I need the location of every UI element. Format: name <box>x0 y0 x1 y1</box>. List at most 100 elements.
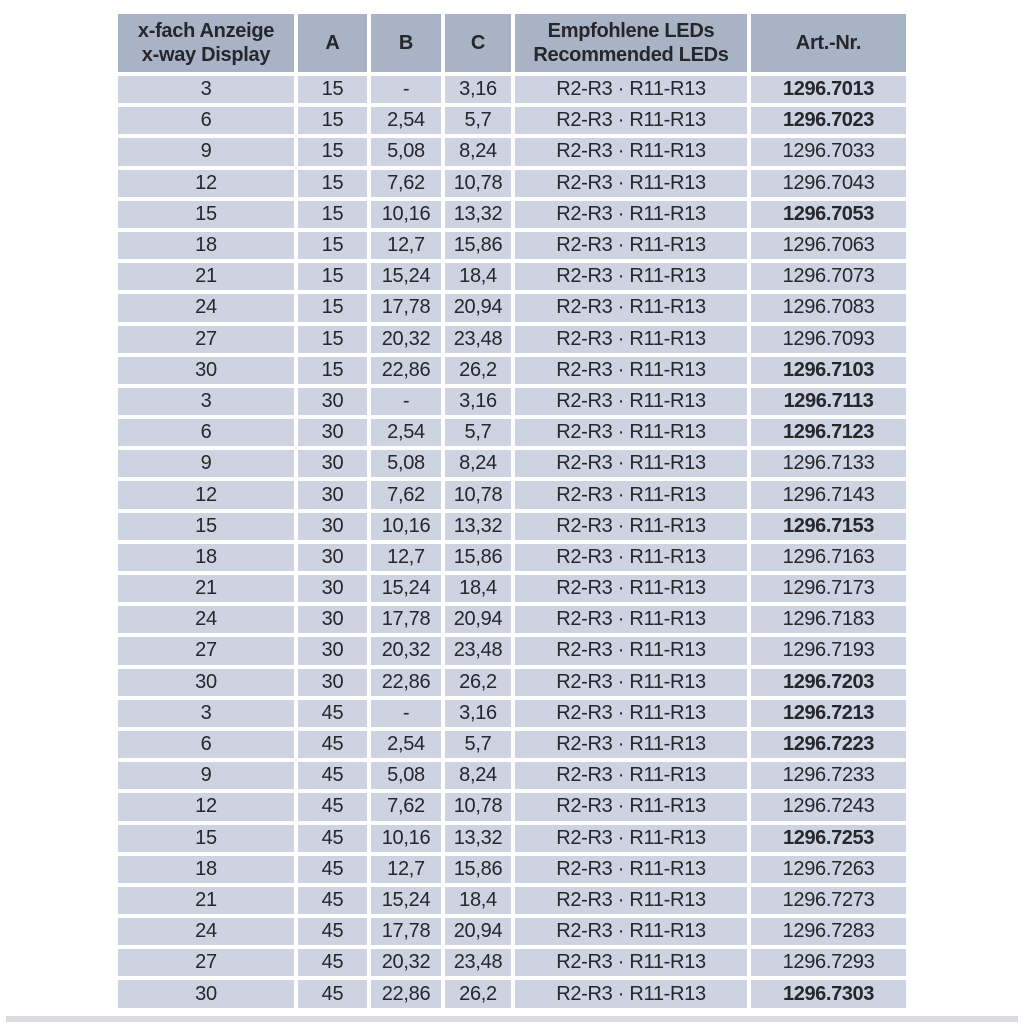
cell-c: 8,24 <box>445 762 515 794</box>
cell-b: 20,32 <box>371 949 445 981</box>
table-row: 15 15 10,16 13,32 R2-R3 · R11-R13 1296.7053 <box>118 200 906 232</box>
table-row: 3 15-3,16 R2-R3 · R11-R13 1296.7013 <box>118 76 906 108</box>
cell-display: 24 <box>118 918 298 950</box>
table-row: 30 15 22,86 26,2 R2-R3 · R11-R13 1296.7103 <box>118 356 906 388</box>
cell-a: 30 <box>298 387 371 420</box>
cell-artnr: 1296.7263 <box>751 855 906 887</box>
cell-artnr: 1296.7063 <box>751 231 906 264</box>
cell-c: 23,48 <box>445 325 515 357</box>
cell-a: 15 <box>298 356 371 388</box>
cell-display: 3 <box>118 76 298 108</box>
cell-display: 9 <box>118 450 298 482</box>
cell-b: 15,24 <box>371 575 445 607</box>
cell-artnr: 1296.7303 <box>751 980 906 1012</box>
cell-leds: R2-R3 · R11-R13 <box>515 980 751 1012</box>
cell-a: 30 <box>298 543 371 575</box>
header-leds-column: Empfohlene LEDs Recommended LEDs <box>515 14 751 76</box>
cell-b: 12,7 <box>371 231 445 264</box>
table-row: 27 45 20,32 23,48 R2-R3 · R11-R13 1296.7293 <box>118 949 906 981</box>
cell-a: 15 <box>298 107 371 139</box>
cell-display: 9 <box>118 138 298 170</box>
cell-artnr: 1296.7163 <box>751 543 906 575</box>
table-row: 18 15 12,7 15,86 R2-R3 · R11-R13 1296.7063 <box>118 231 906 264</box>
cell-b: 20,32 <box>371 325 445 357</box>
cell-artnr: 1296.7033 <box>751 138 906 170</box>
header-row: x-fach Anzeige x-way Display A B C Empfo… <box>118 14 906 76</box>
cell-leds: R2-R3 · R11-R13 <box>515 76 751 108</box>
table-row: 6 45 2,54 5,7 R2-R3 · R11-R13 1296.7223 <box>118 730 906 763</box>
cell-a: 30 <box>298 606 371 638</box>
cell-c: 20,94 <box>445 294 515 326</box>
table-row: 3 45-3,16 R2-R3 · R11-R13 1296.7213 <box>118 699 906 731</box>
cell-b: - <box>371 387 445 420</box>
cell-display: 21 <box>118 263 298 295</box>
table-row: 21 45 15,24 18,4 R2-R3 · R11-R13 1296.7273 <box>118 886 906 919</box>
cell-artnr: 1296.7013 <box>751 76 906 108</box>
table-row: 6 30 2,54 5,7 R2-R3 · R11-R13 1296.7123 <box>118 419 906 451</box>
cell-artnr: 1296.7283 <box>751 918 906 950</box>
cell-b: 22,86 <box>371 668 445 700</box>
cell-b: 22,86 <box>371 980 445 1012</box>
cell-a: 45 <box>298 762 371 794</box>
cell-a: 45 <box>298 699 371 731</box>
cell-c: 3,16 <box>445 699 515 731</box>
cell-c: 10,78 <box>445 481 515 513</box>
cell-c: 8,24 <box>445 450 515 482</box>
cell-c: 20,94 <box>445 918 515 950</box>
cell-display: 24 <box>118 606 298 638</box>
cell-b: 17,78 <box>371 606 445 638</box>
cell-leds: R2-R3 · R11-R13 <box>515 481 751 513</box>
cell-leds: R2-R3 · R11-R13 <box>515 138 751 170</box>
cell-artnr: 1296.7123 <box>751 419 906 451</box>
cell-c: 26,2 <box>445 356 515 388</box>
cell-c: 23,48 <box>445 949 515 981</box>
cell-a: 15 <box>298 200 371 232</box>
cell-b: - <box>371 76 445 108</box>
cell-leds: R2-R3 · R11-R13 <box>515 200 751 232</box>
cell-b: 15,24 <box>371 263 445 295</box>
table-row: 27 15 20,32 23,48 R2-R3 · R11-R13 1296.7093 <box>118 325 906 357</box>
cell-display: 30 <box>118 668 298 700</box>
cell-c: 15,86 <box>445 231 515 264</box>
cell-b: 20,32 <box>371 637 445 669</box>
cell-c: 26,2 <box>445 668 515 700</box>
cell-leds: R2-R3 · R11-R13 <box>515 450 751 482</box>
cell-display: 27 <box>118 949 298 981</box>
cell-leds: R2-R3 · R11-R13 <box>515 886 751 919</box>
cell-c: 15,86 <box>445 855 515 887</box>
header-display-en: x-way Display <box>141 44 271 66</box>
bottom-edge-shadow <box>6 1016 1018 1022</box>
cell-b: 10,16 <box>371 200 445 232</box>
table-row: 24 30 17,78 20,94 R2-R3 · R11-R13 1296.7183 <box>118 606 906 638</box>
cell-b: 5,08 <box>371 762 445 794</box>
cell-display: 27 <box>118 325 298 357</box>
cell-display: 6 <box>118 107 298 139</box>
cell-display: 3 <box>118 699 298 731</box>
cell-leds: R2-R3 · R11-R13 <box>515 294 751 326</box>
cell-b: 12,7 <box>371 543 445 575</box>
cell-b: 7,62 <box>371 793 445 825</box>
cell-display: 6 <box>118 730 298 763</box>
table-row: 27 30 20,32 23,48 R2-R3 · R11-R13 1296.7193 <box>118 637 906 669</box>
cell-c: 10,78 <box>445 793 515 825</box>
cell-a: 30 <box>298 575 371 607</box>
cell-artnr: 1296.7273 <box>751 886 906 919</box>
cell-artnr: 1296.7113 <box>751 387 906 420</box>
cell-leds: R2-R3 · R11-R13 <box>515 512 751 544</box>
cell-b: 10,16 <box>371 824 445 856</box>
cell-c: 10,78 <box>445 169 515 201</box>
cell-b: 7,62 <box>371 169 445 201</box>
cell-display: 21 <box>118 575 298 607</box>
cell-b: - <box>371 699 445 731</box>
cell-display: 9 <box>118 762 298 794</box>
cell-artnr: 1296.7043 <box>751 169 906 201</box>
cell-c: 26,2 <box>445 980 515 1012</box>
cell-leds: R2-R3 · R11-R13 <box>515 762 751 794</box>
cell-leds: R2-R3 · R11-R13 <box>515 793 751 825</box>
cell-display: 15 <box>118 200 298 232</box>
table-row: 9 15 5,08 8,24 R2-R3 · R11-R13 1296.7033 <box>118 138 906 170</box>
table-row: 3 30-3,16 R2-R3 · R11-R13 1296.7113 <box>118 387 906 420</box>
cell-c: 5,7 <box>445 419 515 451</box>
cell-c: 18,4 <box>445 575 515 607</box>
cell-artnr: 1296.7103 <box>751 356 906 388</box>
